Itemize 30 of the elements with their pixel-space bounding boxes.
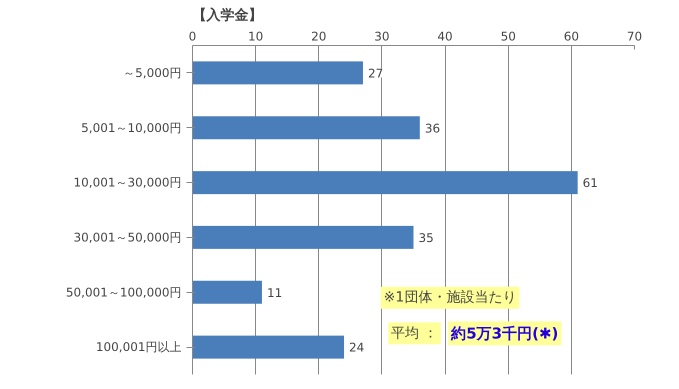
data-label: 24: [349, 340, 364, 355]
y-tick-label: 10,001～30,000円: [74, 176, 182, 190]
data-label: 27: [368, 66, 384, 80]
bar: [192, 116, 420, 140]
y-tick-label: 30,001～50,000円: [74, 230, 182, 244]
x-tick-label: 50: [500, 30, 516, 44]
y-tick-label: 50,001～100,000円: [66, 285, 182, 300]
chart-title: 【入学金】: [192, 8, 262, 24]
data-label: 11: [266, 286, 282, 300]
annotation: 約5万3千円(✱): [450, 324, 558, 342]
bar: [192, 61, 363, 84]
bar: [192, 171, 578, 194]
x-tick-label: 60: [564, 30, 580, 44]
bar: [192, 336, 344, 359]
data-label: 36: [424, 121, 440, 136]
x-tick-label: 10: [248, 30, 264, 44]
x-tick-label: 70: [626, 30, 642, 44]
annotation: ※1団体・施設当たり: [384, 290, 516, 306]
bar: [192, 226, 414, 249]
data-label: 61: [582, 176, 598, 190]
data-label: 35: [418, 230, 434, 245]
x-tick-label: 0: [188, 30, 196, 44]
x-tick-label: 30: [374, 30, 390, 44]
y-tick-label: 5,001～10,000円: [81, 120, 182, 135]
annotation: 平均 ：: [391, 325, 438, 342]
x-tick-label: 20: [311, 30, 326, 44]
bar: [192, 280, 262, 304]
y-tick-label: ～5,000円: [123, 66, 182, 80]
y-tick-label: 100,001円以上: [96, 340, 182, 354]
x-tick-label: 40: [437, 30, 453, 44]
